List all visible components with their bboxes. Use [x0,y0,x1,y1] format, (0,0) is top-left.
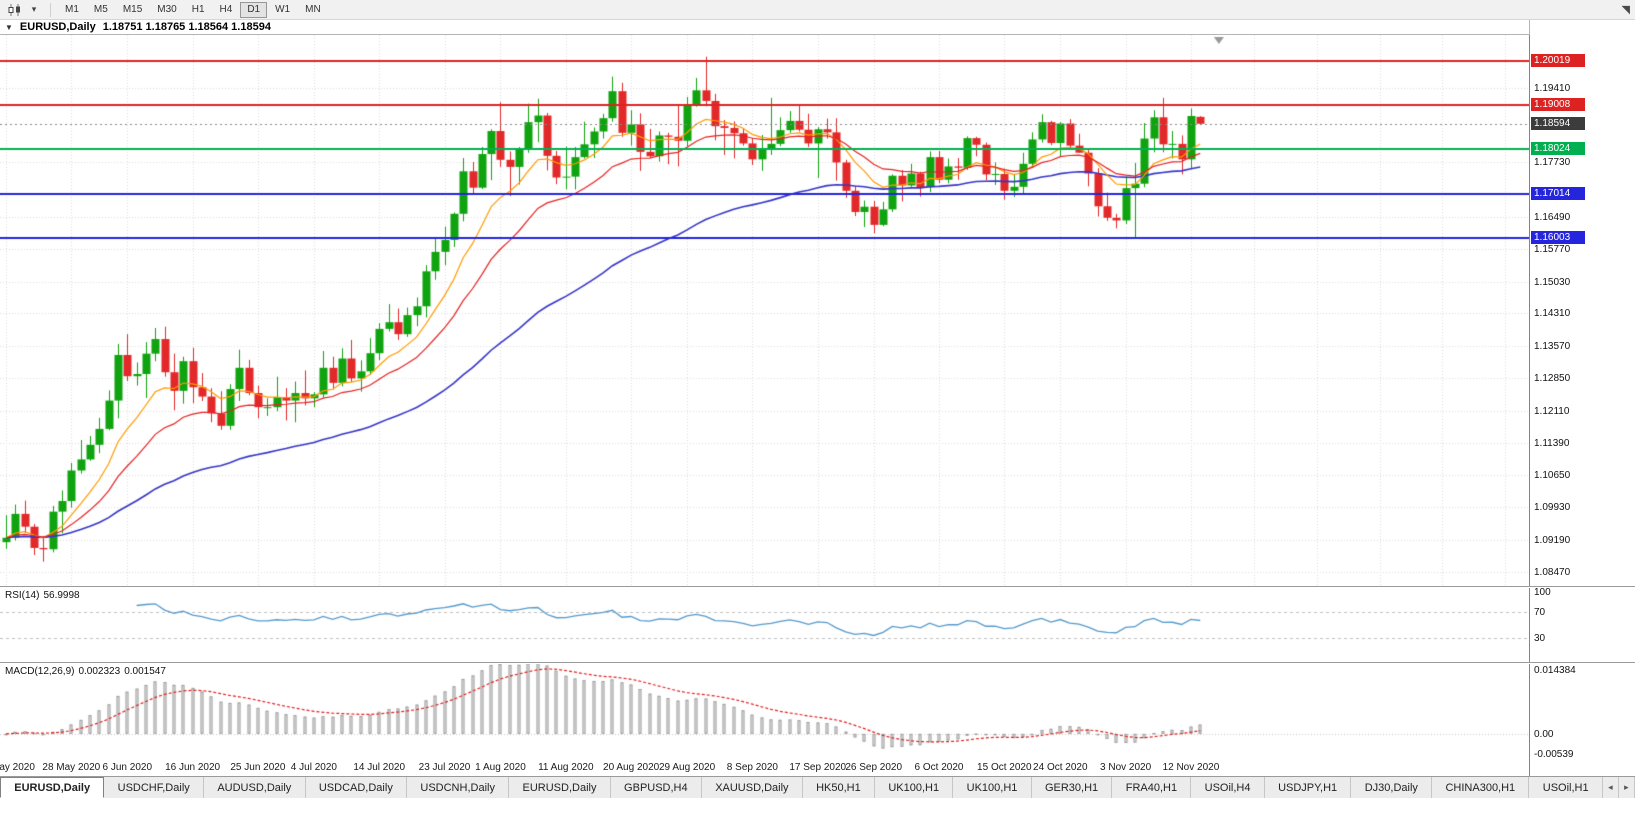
price-axis-label: 1.15030 [1534,276,1571,288]
chart-tab-usoil-h4[interactable]: USOil,H4 [1191,777,1265,798]
macd-label: MACD(12,26,9) 0.002323 0.001547 [5,666,166,677]
date-label: 19 May 2020 [0,762,35,773]
chart-symbol-title: EURUSD,Daily [19,21,96,33]
rsi-panel-canvas[interactable] [0,588,1529,662]
tab-scroll-right-icon[interactable]: ▸ [1619,777,1635,798]
rsi-axis-label: 100 [1534,587,1551,598]
timeframe-button-h4[interactable]: H4 [219,3,233,15]
price-chart-canvas[interactable] [0,35,1529,586]
chart-tab-eurusd-daily[interactable]: EURUSD,Daily [0,777,105,798]
date-label: 25 Jun 2020 [230,762,286,773]
chart-tab-uk100-h1[interactable]: UK100,H1 [953,777,1032,798]
date-label: 24 Oct 2020 [1033,762,1088,773]
chart-tab-gbpusd-h4[interactable]: GBPUSD,H4 [611,777,702,798]
rsi-axis-label: 70 [1534,606,1546,618]
price-axis-label: 1.09930 [1534,502,1571,514]
rsi-axis-label: 30 [1534,633,1546,645]
chart-tab-hk50-h1[interactable]: HK50,H1 [803,777,876,798]
date-label: 17 Sep 2020 [789,762,847,773]
rsi-label: RSI(14) 56.9998 [5,590,80,601]
chart-tab-dj30-daily[interactable]: DJ30,Daily [1351,777,1433,798]
chart-tab-usdjpy-h1[interactable]: USDJPY,H1 [1265,777,1352,798]
collapse-arrow-icon[interactable]: ▼ [5,22,13,32]
date-label: 6 Oct 2020 [914,762,964,773]
chart-tab-audusd-daily[interactable]: AUDUSD,Daily [204,777,306,798]
hline-price-badge: 1.20019 [1531,53,1585,67]
chart-tab-usdcnh-daily[interactable]: USDCNH,Daily [407,777,510,798]
price-axis-label: 1.08470 [1534,566,1571,578]
chart-tab-bar: EURUSD,Daily USDCHF,Daily AUDUSD,Daily USDC… [0,776,1635,798]
chart-ohlc-values: 1.18751 1.18765 1.18564 1.18594 [102,21,271,33]
candlestick-chart-icon[interactable] [5,2,23,18]
hline-price-badge: 1.18024 [1531,142,1585,155]
date-label: 4 Jul 2020 [290,762,337,773]
chart-tab-xauusd-daily[interactable]: XAUUSD,Daily [702,777,803,798]
price-axis-label: 1.10650 [1534,470,1571,482]
date-label: 16 Jun 2020 [165,762,221,773]
macd-axis-label: -0.00539 [1534,749,1574,760]
date-label: 15 Oct 2020 [977,762,1032,773]
timeframe-button-m1[interactable]: M1 [65,3,79,15]
price-axis-label: 1.11390 [1534,437,1570,449]
price-axis-label: 1.13570 [1534,341,1571,353]
bottom-strip [0,798,1635,838]
price-axis-label: 1.16490 [1534,211,1571,223]
chart-tab-ger30-h1[interactable]: GER30,H1 [1032,777,1113,798]
timeframe-button-d1[interactable]: D1 [240,1,268,18]
timeframe-button-m15[interactable]: M15 [122,3,143,15]
toolbar: ▾ M1 M5 M15 M30 H1 H4 D1 W1 MN ◥ [0,0,1635,20]
date-label: 12 Nov 2020 [1162,762,1220,773]
date-label: 1 Aug 2020 [475,762,526,773]
chart-window: ▼ EURUSD,Daily 1.18751 1.18765 1.18564 1… [0,20,1635,776]
price-axis-label: 1.09190 [1534,534,1571,546]
macd-axis-label: 0.014384 [1534,665,1576,676]
date-label: 14 Jul 2020 [353,762,406,773]
timeframe-button-m5[interactable]: M5 [93,3,108,15]
hline-price-badge: 1.16003 [1531,231,1585,245]
date-label: 23 Jul 2020 [418,762,471,773]
macd-panel-canvas[interactable] [0,664,1529,760]
chart-title-bar: ▼ EURUSD,Daily 1.18751 1.18765 1.18564 1… [0,20,1530,35]
date-label: 28 May 2020 [42,762,101,773]
price-axis[interactable]: 1.19410 1.17730 1.16490 1.15770 1.15030 1.143… [1529,20,1635,776]
date-label: 6 Jun 2020 [102,762,153,773]
panel-splitter[interactable] [0,586,1635,588]
panel-splitter[interactable] [0,662,1635,664]
timeframe-button-h1[interactable]: H1 [191,3,205,15]
date-label: 29 Aug 2020 [658,762,716,773]
price-axis-label: 1.14310 [1534,308,1571,320]
price-axis-label: 1.17730 [1534,157,1571,169]
price-axis-label: 1.15770 [1534,243,1571,255]
chart-tab-china300-h1[interactable]: CHINA300,H1 [1432,777,1530,798]
chart-tab-eurusd-daily[interactable]: EURUSD,Daily [509,777,611,798]
date-label: 3 Nov 2020 [1100,762,1152,773]
toolbar-separator [50,2,51,17]
chart-tab-fra40-h1[interactable]: FRA40,H1 [1112,777,1192,798]
date-label: 11 Aug 2020 [538,762,594,773]
hline-price-badge: 1.19008 [1531,98,1585,112]
chart-dropdown-icon[interactable]: ▾ [31,4,37,14]
date-label: 20 Aug 2020 [603,762,660,773]
price-axis-label: 1.12850 [1534,372,1571,384]
chart-tab-usdcad-daily[interactable]: USDCAD,Daily [306,777,408,798]
timeframe-button-m30[interactable]: M30 [157,3,177,15]
hline-price-badge: 1.17014 [1531,186,1585,200]
chart-tab-usdchf-daily[interactable]: USDCHF,Daily [104,777,205,798]
toolbar-corner-icon[interactable]: ◥ [1621,4,1630,16]
timeframe-buttons: M1 M5 M15 M30 H1 H4 D1 W1 MN [58,1,328,18]
chart-tab-usoil-h1[interactable]: USOil,H1 [1529,777,1603,798]
tab-scroll-left-icon[interactable]: ◂ [1603,777,1619,798]
macd-axis-label: 0.00 [1534,728,1554,740]
date-label: 8 Sep 2020 [726,762,778,773]
price-axis-label: 1.19410 [1534,82,1571,94]
chart-tab-uk100-h1[interactable]: UK100,H1 [875,777,954,798]
current-price-badge: 1.18594 [1531,116,1585,130]
date-label: 26 Sep 2020 [845,762,903,773]
price-axis-label: 1.12110 [1534,405,1570,417]
timeframe-button-w1[interactable]: W1 [275,3,291,15]
timeframe-button-mn[interactable]: MN [305,3,321,15]
